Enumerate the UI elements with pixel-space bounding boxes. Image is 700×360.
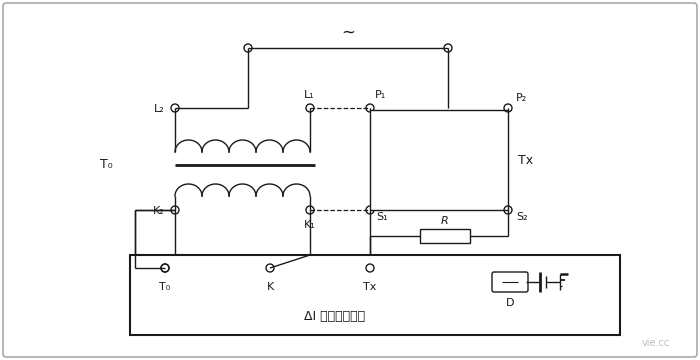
- Text: Tx: Tx: [518, 153, 533, 166]
- Bar: [420, 229, 470, 243]
- Text: D: D: [505, 298, 514, 308]
- Text: Tx: Tx: [363, 282, 377, 292]
- Bar: [370, 110, 508, 210]
- Text: ΔI 误差测量装置: ΔI 误差测量装置: [304, 310, 365, 324]
- Text: K: K: [267, 282, 274, 292]
- Text: P₁: P₁: [375, 90, 386, 100]
- Text: K₂: K₂: [153, 206, 165, 216]
- Text: K₁: K₁: [304, 220, 316, 230]
- Text: L₁: L₁: [304, 90, 315, 100]
- Text: R: R: [441, 216, 449, 226]
- FancyBboxPatch shape: [3, 3, 697, 357]
- Text: S₁: S₁: [376, 212, 388, 222]
- Text: P₂: P₂: [516, 93, 527, 103]
- Text: ~: ~: [341, 24, 355, 42]
- Text: L₂: L₂: [154, 104, 165, 114]
- Text: S₂: S₂: [516, 212, 528, 222]
- Text: vie.cc: vie.cc: [642, 338, 670, 348]
- Bar: [130, 255, 620, 335]
- Text: T₀: T₀: [160, 282, 171, 292]
- Text: T₀: T₀: [100, 158, 113, 171]
- FancyBboxPatch shape: [492, 272, 528, 292]
